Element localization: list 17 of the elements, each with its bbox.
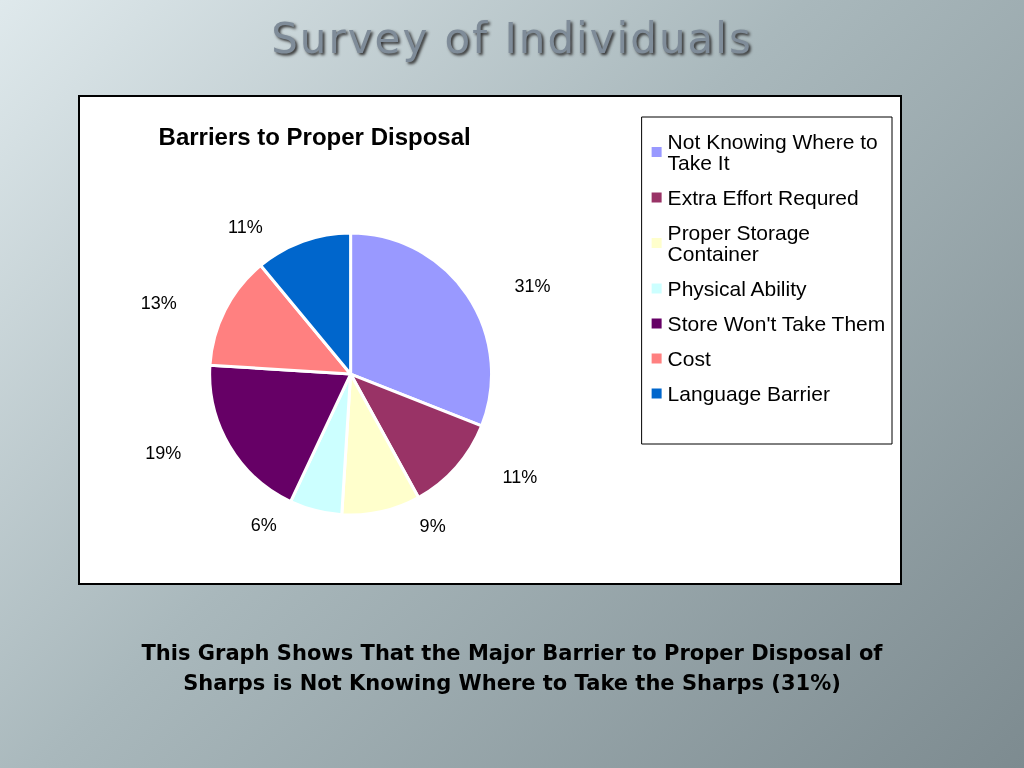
legend-label: Physical Ability: [667, 277, 808, 300]
data-label: 11%: [228, 217, 263, 238]
legend-label: Store Won't Take Them: [667, 312, 886, 335]
chart-subtitle: Barriers to Proper Disposal: [158, 122, 471, 150]
data-label: 11%: [502, 467, 538, 488]
data-label: 19%: [145, 443, 182, 464]
legend-label: Not Knowing Where to Take It: [667, 130, 884, 174]
chart-title: Survey of Individuals: [270, 14, 754, 63]
legend-label: Extra Effort Requred: [667, 186, 859, 209]
data-label: 6%: [250, 515, 277, 536]
data-label: 31%: [514, 276, 551, 297]
data-label: 13%: [140, 293, 177, 314]
legend-label: Cost: [667, 347, 711, 370]
text: This Graph Shows That the Major Barrier to Proper Disposal of Sharps is Not Knowing Where to Take the Sharps (31%): [140, 640, 884, 698]
legend-label: Proper Storage Container: [667, 221, 816, 265]
legend-label: Language Barrier: [667, 382, 830, 405]
data-label: 9%: [419, 516, 446, 537]
